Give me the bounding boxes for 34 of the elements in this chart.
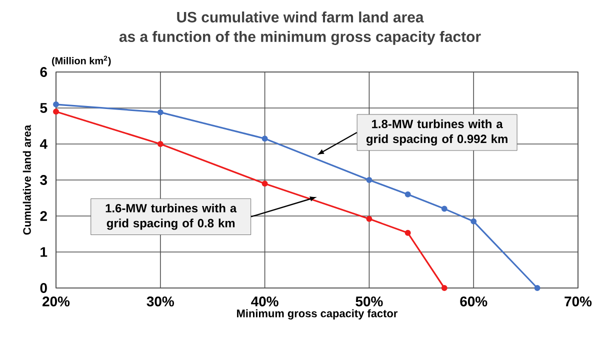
point [441, 206, 448, 212]
chart-subtitle: as a function of the minimum gross capacity factor [119, 31, 481, 45]
x-tick-label: 20% [42, 296, 70, 306]
point [470, 218, 477, 224]
y-axis-title: Cumulative land area [22, 124, 31, 235]
y-tick-label: 2 [40, 211, 47, 221]
point [157, 109, 164, 116]
point [366, 216, 372, 222]
point [404, 230, 411, 236]
y-tick-label: 5 [40, 103, 48, 113]
x-tick-label: 30% [146, 296, 174, 306]
point [534, 285, 540, 291]
x-tick-label: 70% [564, 296, 592, 306]
point [441, 285, 448, 291]
y-tick-label: 4 [40, 139, 48, 149]
point [262, 180, 268, 187]
point [157, 141, 164, 147]
point [53, 108, 59, 115]
x-tick-label: 60% [460, 296, 488, 306]
text: 1.6-MW turbines with a grid spacing of 0.8 km [106, 204, 237, 230]
point [262, 136, 268, 142]
text: (Million km$^{2}$) [52, 56, 111, 66]
point [404, 191, 411, 198]
y-tick-label: 6 [40, 67, 47, 77]
text: 1.8-MW turbines with a grid spacing of 0.992 km [366, 119, 508, 146]
y-tick-label: 3 [40, 175, 47, 185]
x-tick-label: 40% [251, 296, 278, 306]
x-axis-title: Minimum gross capacity factor [237, 309, 398, 320]
point [53, 101, 59, 108]
y-tick-label: 1 [40, 247, 48, 257]
y-tick-label: 0 [40, 283, 47, 293]
chart-title: US cumulative wind farm land area [177, 12, 424, 22]
point [366, 177, 372, 183]
x-tick-label: 50% [356, 296, 383, 306]
